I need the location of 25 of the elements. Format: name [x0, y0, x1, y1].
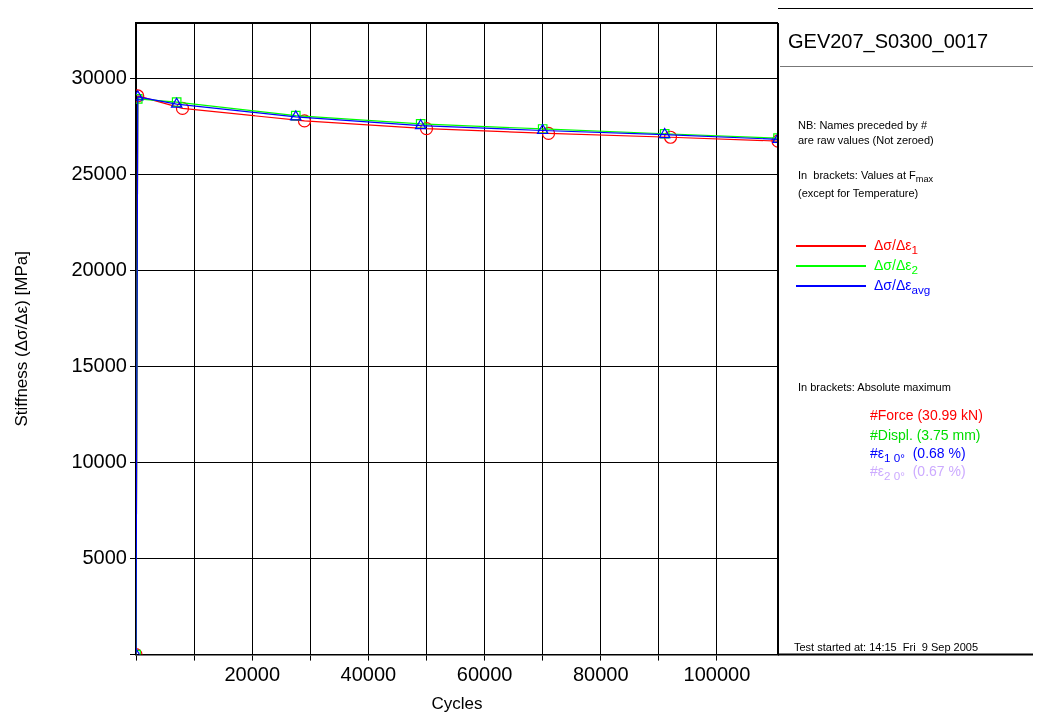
text: Test started at: 14:15 Fri 9 Sep 2005 [794, 640, 979, 655]
legend-label: Δσ/Δε$_{1}$ [874, 236, 918, 256]
x-tick-label: 100000 [683, 663, 751, 686]
y-tick-label: 20000 [71, 258, 127, 281]
x-tick-label: 80000 [572, 663, 629, 686]
y-tick-label: 5000 [82, 546, 127, 569]
x-tick-label: 20000 [224, 663, 281, 686]
legend-label: Δσ/Δε$_{2}$ [874, 256, 918, 276]
y-tick-label: 25000 [71, 162, 127, 185]
text: GEV207_S0300_0017 [788, 30, 989, 53]
text: #Force (30.99 kN) [870, 406, 983, 425]
x-tick-label: 60000 [456, 663, 513, 686]
y-tick-label: 15000 [71, 354, 127, 377]
y-tick-label: 30000 [71, 66, 127, 89]
text: #Displ. (3.75 mm) [870, 426, 981, 445]
x-tick-label: 40000 [340, 663, 397, 686]
text: #ε$_{2 0°}$ (0.67 %) [870, 462, 966, 484]
text: In brackets: Absolute maximum [798, 380, 951, 395]
text: In brackets: Values at F$_{max}$ (except for Temperature) [798, 168, 934, 201]
text: #ε$_{1 0°}$ (0.68 %) [870, 445, 966, 464]
legend-label: Δσ/Δε$_{avg}$ [874, 276, 931, 296]
text: NB: Names preceded by # are raw values (Not zeroed) [798, 118, 934, 149]
y-tick-label: 10000 [71, 450, 127, 473]
x-axis-title: Cycles [431, 694, 483, 714]
y-axis-title: Stiffness (Δσ/Δε) [MPa] [11, 251, 31, 427]
